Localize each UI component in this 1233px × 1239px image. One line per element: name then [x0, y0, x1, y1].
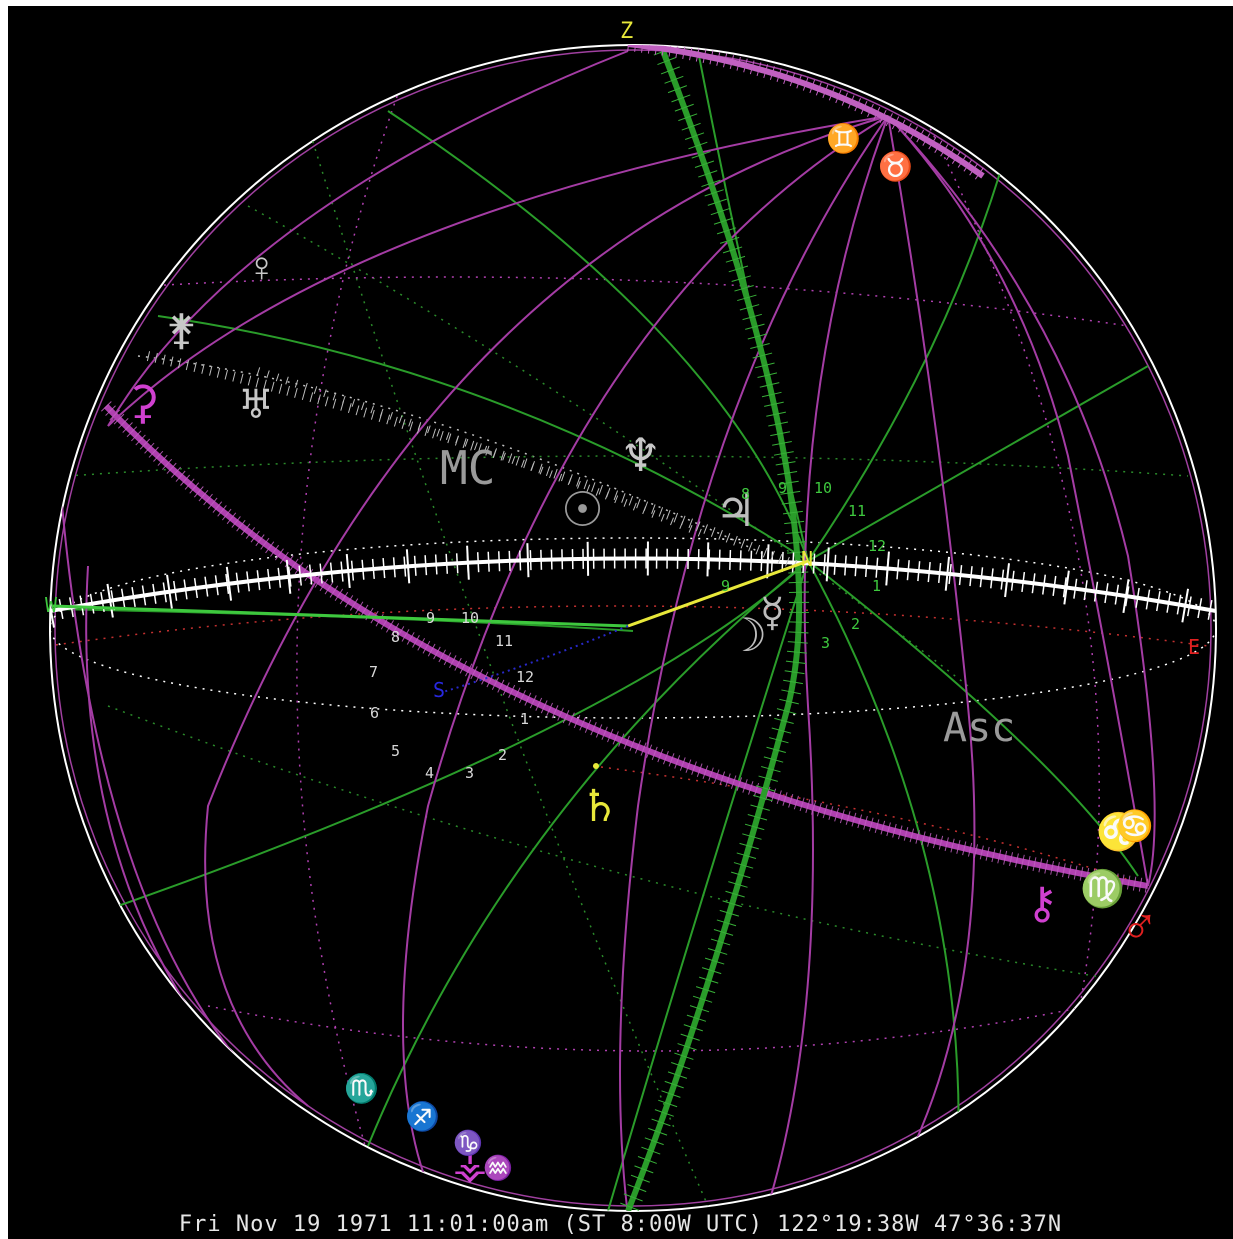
north-vector	[627, 559, 809, 628]
dotted-grid-lines	[50, 65, 1216, 1207]
svg-text:10: 10	[814, 479, 832, 497]
equatorial-grid	[52, 50, 1149, 1211]
date-location-readout: Fri Nov 19 1971 11:01:00am (ST 8:00W UTC…	[178, 1212, 1063, 1237]
celestial-sphere: Z N W E S MC Asc ♄ ♂ ♆ ♃ ♅ ☽ ☿ ♀ ☉ ⚵ ⚷ ⚳…	[45, 19, 1217, 1212]
chiron-icon: ⚷	[1026, 879, 1058, 928]
svg-text:12: 12	[516, 668, 534, 686]
leo-icon: ♌	[1096, 811, 1141, 852]
svg-text:9: 9	[721, 577, 730, 595]
sphere-outline-inner	[54, 49, 1212, 1207]
svg-text:9: 9	[778, 479, 787, 497]
west-vector	[52, 604, 629, 628]
svg-text:8: 8	[391, 628, 400, 646]
svg-text:3: 3	[465, 764, 474, 782]
house-numbers-white: 9 10 11 12 8 7 6 5 4 3 2 1	[369, 609, 534, 782]
sun-icon: ☉	[561, 484, 604, 537]
jupiter-icon: ♃	[715, 485, 756, 536]
west-label: W	[45, 593, 58, 617]
north-label: N	[801, 547, 813, 571]
saturn-icon: ♄	[580, 782, 619, 831]
mars-icon: ♂	[1120, 899, 1159, 956]
svg-text:8: 8	[741, 485, 750, 503]
svg-text:3: 3	[821, 634, 830, 652]
south-label: S	[433, 678, 445, 702]
juno-icon: ⚵	[166, 308, 197, 354]
svg-text:11: 11	[848, 502, 866, 520]
midheaven-label: MC	[440, 441, 495, 495]
scorpio-icon: ♏	[344, 1072, 379, 1105]
capricorn-icon: ♑	[453, 1129, 483, 1157]
sagittarius-icon: ♐	[405, 1100, 440, 1133]
svg-text:5: 5	[391, 742, 400, 760]
aquarius-icon: ♒	[483, 1154, 513, 1182]
uranus-icon: ♅	[238, 382, 274, 427]
svg-text:11: 11	[495, 632, 513, 650]
svg-text:2: 2	[851, 615, 860, 633]
horizon-line	[50, 556, 1216, 613]
mercury-icon: ☿	[760, 590, 785, 635]
celestial-equator	[625, 49, 803, 1211]
house-numbers-green: 9 10 11 12 1 2 3 8 9	[721, 479, 886, 652]
zenith-label: Z	[620, 19, 633, 44]
svg-text:2: 2	[498, 746, 507, 764]
ecliptic-grid	[57, 50, 1156, 1211]
ascendant-label: Asc	[943, 705, 1015, 751]
virgo-icon: ♍	[1080, 868, 1125, 909]
vesta-icon: ⚶	[453, 1142, 487, 1187]
gemini-icon: ♊	[826, 122, 861, 155]
svg-text:9: 9	[426, 609, 435, 627]
neptune-icon: ♆	[620, 430, 661, 481]
venus-icon: ♀	[246, 245, 278, 291]
svg-text:12: 12	[868, 537, 886, 555]
sphere-outline	[49, 44, 1217, 1212]
svg-text:1: 1	[520, 710, 529, 728]
ceres-icon: ⚳	[126, 377, 160, 428]
svg-text:10: 10	[461, 609, 479, 627]
sky-view-frame: Z N W E S MC Asc ♄ ♂ ♆ ♃ ♅ ☽ ☿ ♀ ☉ ⚵ ⚷ ⚳…	[8, 6, 1233, 1239]
svg-text:1: 1	[872, 577, 881, 595]
taurus-icon: ♉	[878, 150, 913, 183]
moon-icon: ☽	[726, 610, 767, 661]
east-label: E	[1188, 635, 1200, 659]
svg-text:6: 6	[370, 704, 379, 722]
svg-text:4: 4	[425, 764, 434, 782]
cancer-icon: ♋	[1116, 808, 1153, 843]
svg-text:7: 7	[369, 663, 378, 681]
